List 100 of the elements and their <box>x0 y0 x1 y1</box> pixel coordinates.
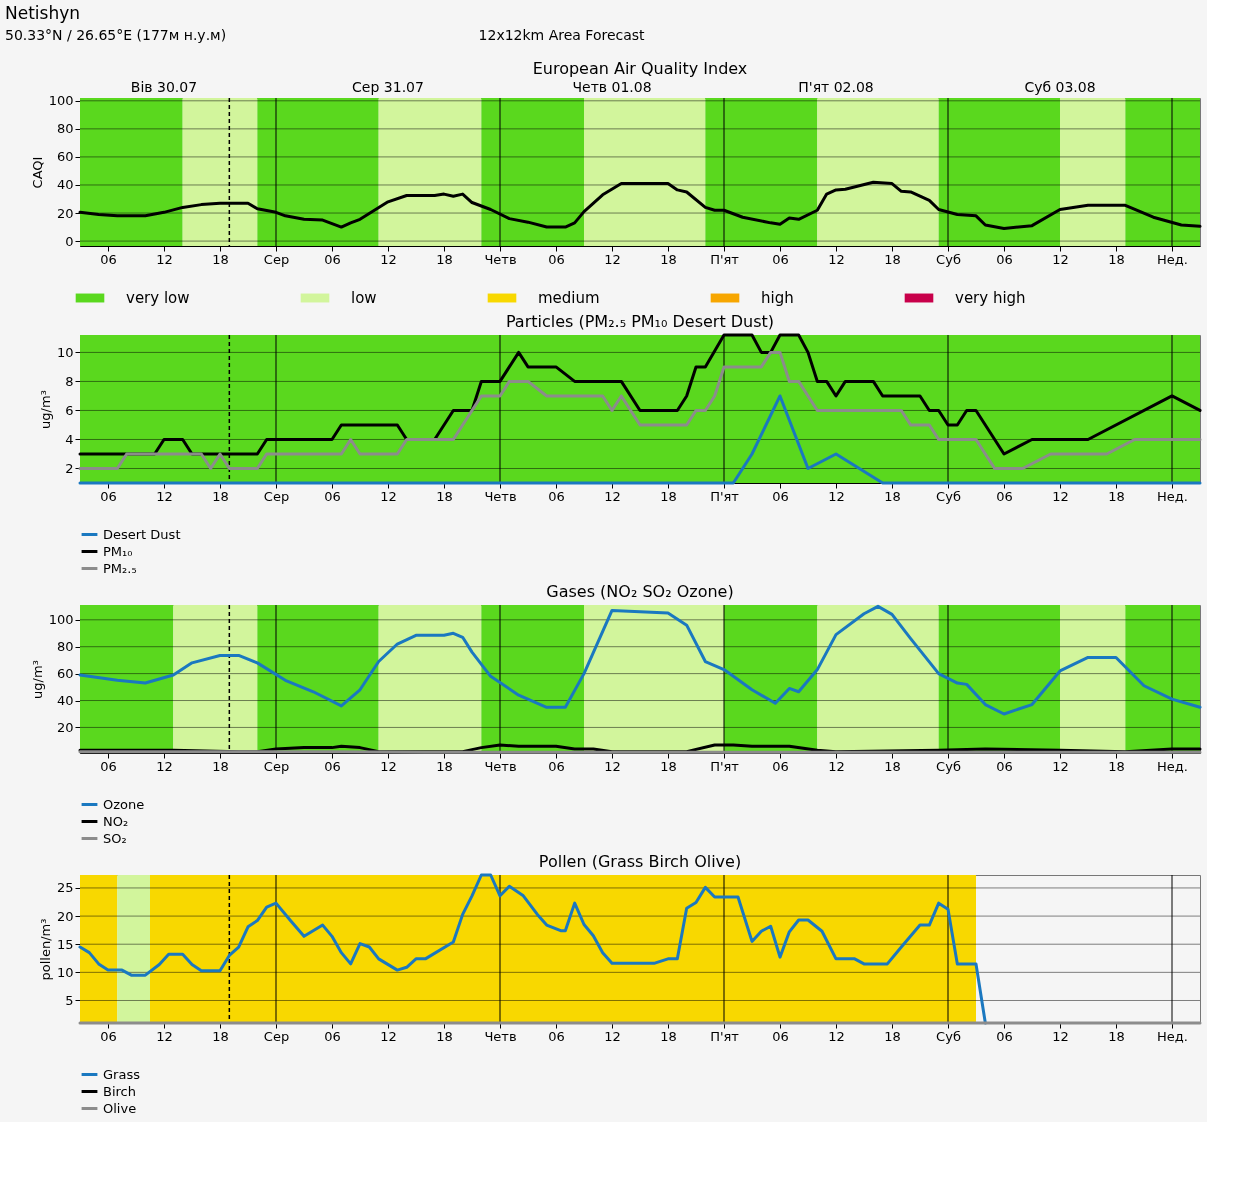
x-tick-label: 06 <box>324 1028 341 1044</box>
legend-label: very low <box>126 289 190 307</box>
x-tick-label: 06 <box>996 251 1013 267</box>
x-tick-label: 12 <box>380 1028 397 1044</box>
x-tick-label: 06 <box>548 1028 565 1044</box>
legend-label: high <box>761 289 794 307</box>
x-tick-label: Нед. <box>1157 758 1188 774</box>
x-tick-label: Суб <box>936 488 961 504</box>
x-tick-label: Четв <box>484 488 517 504</box>
x-tick-label: 18 <box>1108 1028 1125 1044</box>
y-tick-label: 4 <box>65 431 74 447</box>
y-tick-label: 10 <box>56 964 74 980</box>
x-tick-label: 12 <box>156 1028 173 1044</box>
y-tick-label: 40 <box>56 177 74 193</box>
x-tick-label: 06 <box>996 758 1013 774</box>
y-tick-label: 40 <box>56 693 74 709</box>
x-tick-label: 06 <box>324 251 341 267</box>
y-axis-title: ug/m³ <box>37 390 53 429</box>
x-tick-label: 18 <box>884 251 901 267</box>
legend-label: Ozone <box>103 796 145 812</box>
x-tick-label: 06 <box>772 1028 789 1044</box>
x-tick-label: 12 <box>604 758 621 774</box>
y-tick-label: 10 <box>56 344 74 360</box>
y-axis-title: CAQI <box>29 156 45 189</box>
x-tick-label: Сер <box>263 251 290 267</box>
x2-tick-label: Суб 03.08 <box>1024 79 1096 95</box>
x-tick-label: 06 <box>324 488 341 504</box>
x-tick-label: 18 <box>1108 251 1125 267</box>
x-tick-label: 12 <box>156 488 173 504</box>
x-tick-label: 12 <box>156 758 173 774</box>
x-tick-label: П'ят <box>710 488 740 504</box>
y-tick-label: 2 <box>65 460 74 476</box>
legend-label: PM₁₀ <box>103 543 133 559</box>
x-tick-label: 18 <box>436 1028 453 1044</box>
legend-label: Birch <box>103 1083 136 1099</box>
y-tick-label: 80 <box>56 639 74 655</box>
y-tick-label: 25 <box>56 880 74 896</box>
x-tick-label: 12 <box>1052 488 1069 504</box>
x-tick-label: 12 <box>828 1028 845 1044</box>
y-tick-label: 15 <box>56 936 74 952</box>
chart-title: Pollen (Grass Birch Olive) <box>538 851 742 871</box>
x-tick-label: 12 <box>1052 1028 1069 1044</box>
x-tick-label: 18 <box>660 758 677 774</box>
legend-label: Olive <box>103 1100 137 1116</box>
y-axis-title: pollen/m³ <box>37 918 53 981</box>
y-tick-label: 60 <box>56 149 74 165</box>
x-tick-label: 06 <box>548 488 565 504</box>
x-tick-label: 06 <box>324 758 341 774</box>
legend-label: very high <box>955 289 1026 307</box>
legend-label: SO₂ <box>103 830 127 846</box>
legend-label: Grass <box>103 1066 141 1082</box>
x-tick-label: 06 <box>996 1028 1013 1044</box>
x-tick-label: 18 <box>1108 758 1125 774</box>
x-tick-label: Сер <box>263 1028 290 1044</box>
chart-title: Particles (PM₂.₅ PM₁₀ Desert Dust) <box>505 311 775 331</box>
y-tick-label: 100 <box>48 612 74 628</box>
x-tick-label: 18 <box>436 758 453 774</box>
y-tick-label: 100 <box>48 93 74 109</box>
y-tick-label: 0 <box>65 233 74 249</box>
x-tick-label: 18 <box>212 251 229 267</box>
x-tick-label: Четв <box>484 758 517 774</box>
x-tick-label: 18 <box>884 758 901 774</box>
x-tick-label: 12 <box>604 488 621 504</box>
x-tick-label: 06 <box>100 758 117 774</box>
x-tick-label: 18 <box>212 1028 229 1044</box>
text: Netishyn <box>5 3 81 23</box>
y-tick-label: 5 <box>65 992 74 1008</box>
y-tick-label: 60 <box>56 666 74 682</box>
y-tick-label: 6 <box>65 402 74 418</box>
x-tick-label: 18 <box>1108 488 1125 504</box>
x-tick-label: 18 <box>884 488 901 504</box>
text: 12x12km Area Forecast <box>478 27 646 43</box>
x-tick-label: 06 <box>548 758 565 774</box>
x-tick-label: Четв <box>484 251 517 267</box>
y-tick-label: 20 <box>56 205 74 221</box>
x-tick-label: 06 <box>100 251 117 267</box>
x-tick-label: 18 <box>660 1028 677 1044</box>
x2-tick-label: Сер 31.07 <box>352 79 424 95</box>
x-tick-label: 12 <box>380 758 397 774</box>
text: 50.33°N / 26.65°E (177м н.у.м) <box>5 27 227 43</box>
x-tick-label: Сер <box>263 758 290 774</box>
y-tick-label: 8 <box>65 373 74 389</box>
x-tick-label: 18 <box>212 758 229 774</box>
x-tick-label: Суб <box>936 251 961 267</box>
x-tick-label: 12 <box>604 251 621 267</box>
x-tick-label: Нед. <box>1157 1028 1188 1044</box>
x-tick-label: Нед. <box>1157 488 1188 504</box>
x-tick-label: 18 <box>212 488 229 504</box>
chart-title: Gases (NO₂ SO₂ Ozone) <box>546 582 734 602</box>
x-tick-label: 12 <box>1052 758 1069 774</box>
x-tick-label: 06 <box>772 758 789 774</box>
x-tick-label: 18 <box>436 251 453 267</box>
legend-label: low <box>351 289 377 307</box>
x2-tick-label: Четв 01.08 <box>572 79 652 95</box>
y-tick-label: 80 <box>56 121 74 137</box>
legend-label: medium <box>538 289 600 307</box>
x-tick-label: 12 <box>828 251 845 267</box>
x-tick-label: 18 <box>884 1028 901 1044</box>
x-tick-label: 18 <box>436 488 453 504</box>
x-tick-label: 18 <box>660 488 677 504</box>
